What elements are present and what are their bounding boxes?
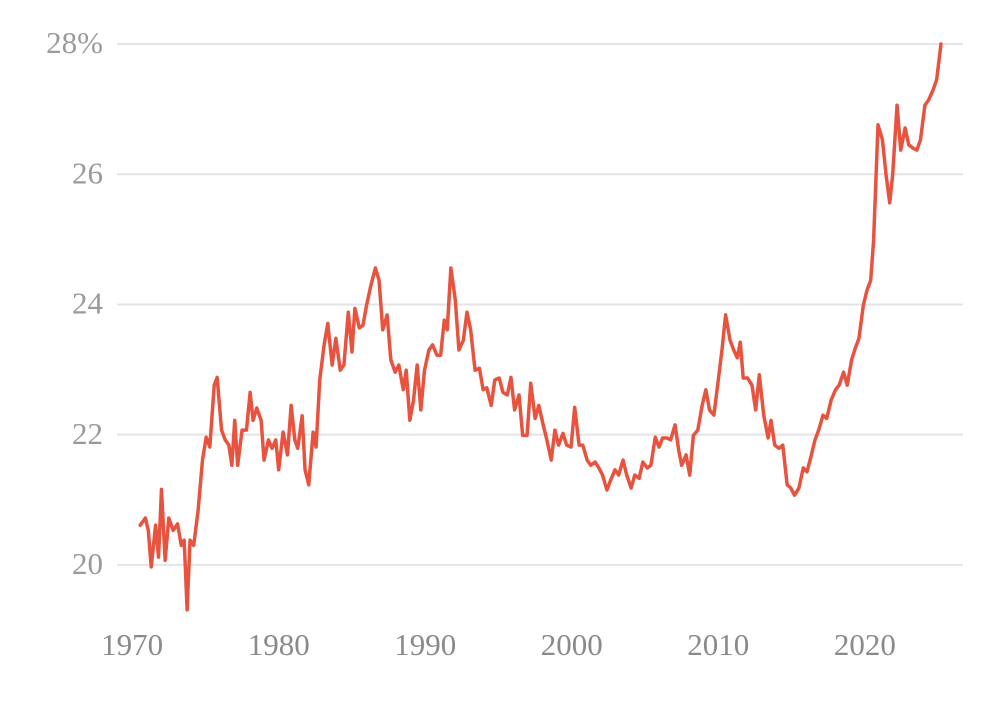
x-tick-label: 2010 xyxy=(687,627,749,662)
data-line xyxy=(138,42,943,612)
x-tick-label: 1970 xyxy=(101,627,163,662)
x-tick-label: 1990 xyxy=(394,627,456,662)
y-tick-label: 24 xyxy=(72,286,104,321)
x-tick-label: 2020 xyxy=(834,627,896,662)
y-tick-label: 26 xyxy=(72,155,103,190)
y-tick-label: 22 xyxy=(72,416,103,451)
x-tick-label: 1980 xyxy=(248,627,310,662)
x-tick-label: 2000 xyxy=(541,627,603,662)
y-tick-label: 28% xyxy=(46,25,103,60)
y-tick-label: 20 xyxy=(72,546,103,581)
